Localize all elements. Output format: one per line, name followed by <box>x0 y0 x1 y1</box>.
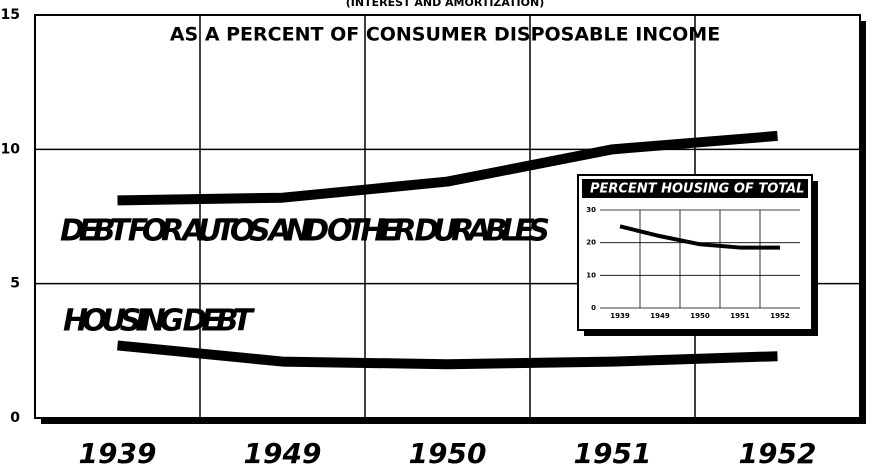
x-tick-label: 1949 <box>244 437 322 468</box>
series-label: DEBT FOR AUTOS AND OTHER DURABLES <box>60 214 550 249</box>
y-tick-label: 0 <box>10 410 20 426</box>
x-tick-label: 1939 <box>79 437 157 468</box>
inset-title: PERCENT HOUSING OF TOTAL <box>590 182 804 197</box>
y-tick-label: 10 <box>1 141 21 157</box>
x-tick-label: 1949 <box>650 312 670 320</box>
x-tick-label: 1950 <box>409 437 487 468</box>
y-tick-label: 30 <box>586 206 596 214</box>
x-tick-label: 1939 <box>610 312 630 320</box>
main-chart: 0 5 10 15 1939 1949 1950 1951 1952 DEBT FOR AUTOS… <box>1 7 860 468</box>
y-tick-label: 20 <box>586 239 596 247</box>
inset-frame <box>577 174 813 331</box>
y-tick-label: 15 <box>1 7 20 23</box>
x-tick-label: 1951 <box>730 312 750 320</box>
y-tick-label: 10 <box>586 271 596 279</box>
series-line <box>619 224 780 250</box>
chart-title: (INTEREST AND AMORTIZATION) <box>346 0 544 9</box>
x-tick-label: 1950 <box>690 312 710 320</box>
series-label: HOUSING DEBT <box>63 304 256 339</box>
series-line <box>117 340 778 370</box>
inset-title-bar <box>582 179 808 198</box>
series-line <box>117 130 778 206</box>
y-tick-label: 0 <box>591 304 596 312</box>
y-tick-label: 5 <box>10 276 20 292</box>
x-tick-label: 1952 <box>739 437 817 468</box>
x-tick-label: 1951 <box>574 437 652 468</box>
x-tick-label: 1952 <box>770 312 790 320</box>
chart-subtitle: AS A PERCENT OF CONSUMER DISPOSABLE INCO… <box>170 24 720 46</box>
inset-chart: 0 10 20 30 1939 1949 1950 1951 1952 <box>586 206 800 320</box>
